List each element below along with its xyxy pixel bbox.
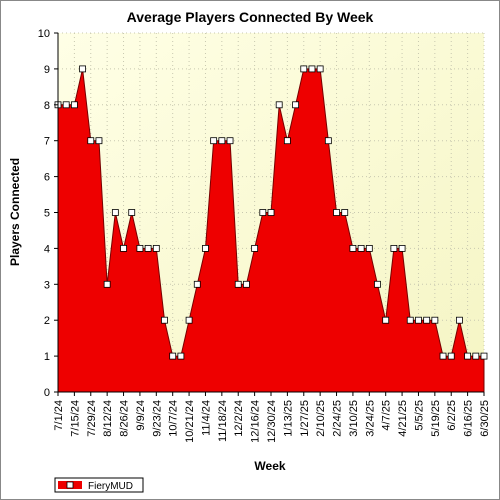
- data-point: [87, 137, 95, 145]
- data-point: [144, 244, 152, 252]
- y-tick-label: 8: [44, 100, 50, 112]
- x-tick-label: 10/21/24: [184, 400, 196, 443]
- y-tick-label: 3: [44, 279, 50, 291]
- x-tick-label: 5/19/25: [430, 400, 442, 437]
- data-point: [423, 316, 431, 324]
- data-point: [243, 280, 250, 288]
- data-point: [324, 137, 332, 145]
- data-point: [382, 316, 390, 324]
- data-point: [464, 352, 472, 360]
- data-point: [480, 352, 488, 360]
- x-tick-label: 1/13/25: [282, 400, 294, 437]
- data-point: [226, 137, 234, 145]
- data-point: [136, 244, 144, 252]
- data-point: [120, 244, 127, 252]
- x-tick-label: 7/1/24: [53, 400, 65, 431]
- y-tick-label: 6: [44, 172, 50, 184]
- data-point: [349, 244, 357, 252]
- x-tick-label: 8/26/24: [119, 400, 131, 437]
- data-point: [70, 101, 78, 109]
- data-point: [234, 280, 242, 288]
- x-tick-label: 6/16/25: [463, 400, 475, 437]
- data-point: [79, 65, 86, 73]
- x-tick-label: 4/21/25: [397, 400, 409, 437]
- x-tick-label: 9/23/24: [151, 400, 163, 437]
- data-point: [406, 316, 414, 324]
- y-tick-label: 1: [44, 351, 50, 363]
- y-tick-label: 4: [44, 243, 50, 255]
- data-point: [111, 209, 119, 216]
- x-axis-label: Week: [254, 459, 285, 473]
- data-point: [62, 101, 70, 109]
- data-point: [202, 244, 209, 252]
- data-point: [308, 65, 316, 73]
- data-point: [357, 244, 365, 252]
- data-point: [398, 244, 406, 252]
- x-tick-label: 7/15/24: [69, 400, 81, 437]
- data-point: [365, 244, 373, 252]
- x-tick-label: 8/12/24: [102, 400, 114, 437]
- x-tick-label: 12/2/24: [233, 400, 245, 437]
- y-tick-label: 7: [44, 136, 50, 148]
- x-tick-label: 2/24/25: [332, 400, 344, 437]
- data-point: [161, 316, 168, 324]
- data-point: [218, 137, 226, 145]
- data-point: [95, 137, 103, 145]
- data-point: [152, 244, 160, 252]
- data-point: [177, 352, 185, 360]
- x-tick-label: 7/29/24: [86, 400, 98, 437]
- data-point: [103, 280, 111, 288]
- data-point: [390, 244, 398, 252]
- legend: FieryMUD: [54, 477, 144, 493]
- y-tick-label: 10: [38, 28, 50, 40]
- y-tick-label: 9: [44, 64, 50, 76]
- legend-marker: [66, 481, 74, 489]
- x-tick-label: 6/30/25: [479, 400, 491, 437]
- data-point: [415, 316, 422, 324]
- data-point: [447, 352, 455, 360]
- data-point: [456, 316, 463, 324]
- chart-title: Average Players Connected By Week: [127, 9, 374, 25]
- data-point: [169, 352, 177, 360]
- x-tick-label: 11/4/24: [200, 400, 212, 436]
- data-point: [431, 316, 439, 324]
- data-point: [210, 137, 218, 145]
- data-point: [193, 280, 201, 288]
- data-point: [275, 101, 283, 109]
- data-point: [292, 101, 299, 109]
- x-tick-label: 1/27/25: [299, 400, 311, 437]
- data-point: [316, 65, 324, 73]
- data-point: [267, 209, 275, 216]
- x-tick-label: 12/30/24: [266, 400, 278, 443]
- x-tick-label: 3/10/25: [348, 400, 360, 437]
- x-tick-label: 4/7/25: [381, 400, 393, 431]
- data-point: [341, 209, 349, 216]
- y-tick-label: 0: [44, 387, 50, 399]
- data-point: [283, 137, 291, 145]
- x-tick-label: 9/9/24: [135, 400, 147, 431]
- y-axis-ticks: 0 1 2 3 4 5 6 7 8 9 10: [38, 28, 58, 399]
- data-point: [300, 65, 308, 73]
- x-tick-label: 2/10/25: [315, 400, 327, 437]
- x-tick-label: 3/24/25: [364, 400, 376, 437]
- data-point: [374, 280, 381, 288]
- x-tick-label: 5/5/25: [413, 400, 425, 431]
- data-point: [128, 209, 136, 216]
- legend-label: FieryMUD: [88, 481, 133, 492]
- x-tick-label: 12/16/24: [250, 400, 262, 443]
- y-axis-label: Players Connected: [8, 158, 22, 266]
- data-point: [259, 209, 267, 216]
- data-point: [333, 209, 340, 216]
- data-point: [251, 244, 259, 252]
- x-tick-label: 6/2/25: [446, 400, 458, 431]
- x-tick-label: 11/18/24: [217, 400, 229, 442]
- data-point: [185, 316, 193, 324]
- y-tick-label: 5: [44, 208, 50, 220]
- data-point: [472, 352, 480, 360]
- data-point: [439, 352, 447, 360]
- x-axis-ticks: 7/1/24 7/15/24 7/29/24 8/12/24 8/26/24 9/9/24…: [53, 392, 491, 443]
- y-tick-label: 2: [44, 315, 50, 327]
- x-tick-label: 10/7/24: [168, 400, 180, 437]
